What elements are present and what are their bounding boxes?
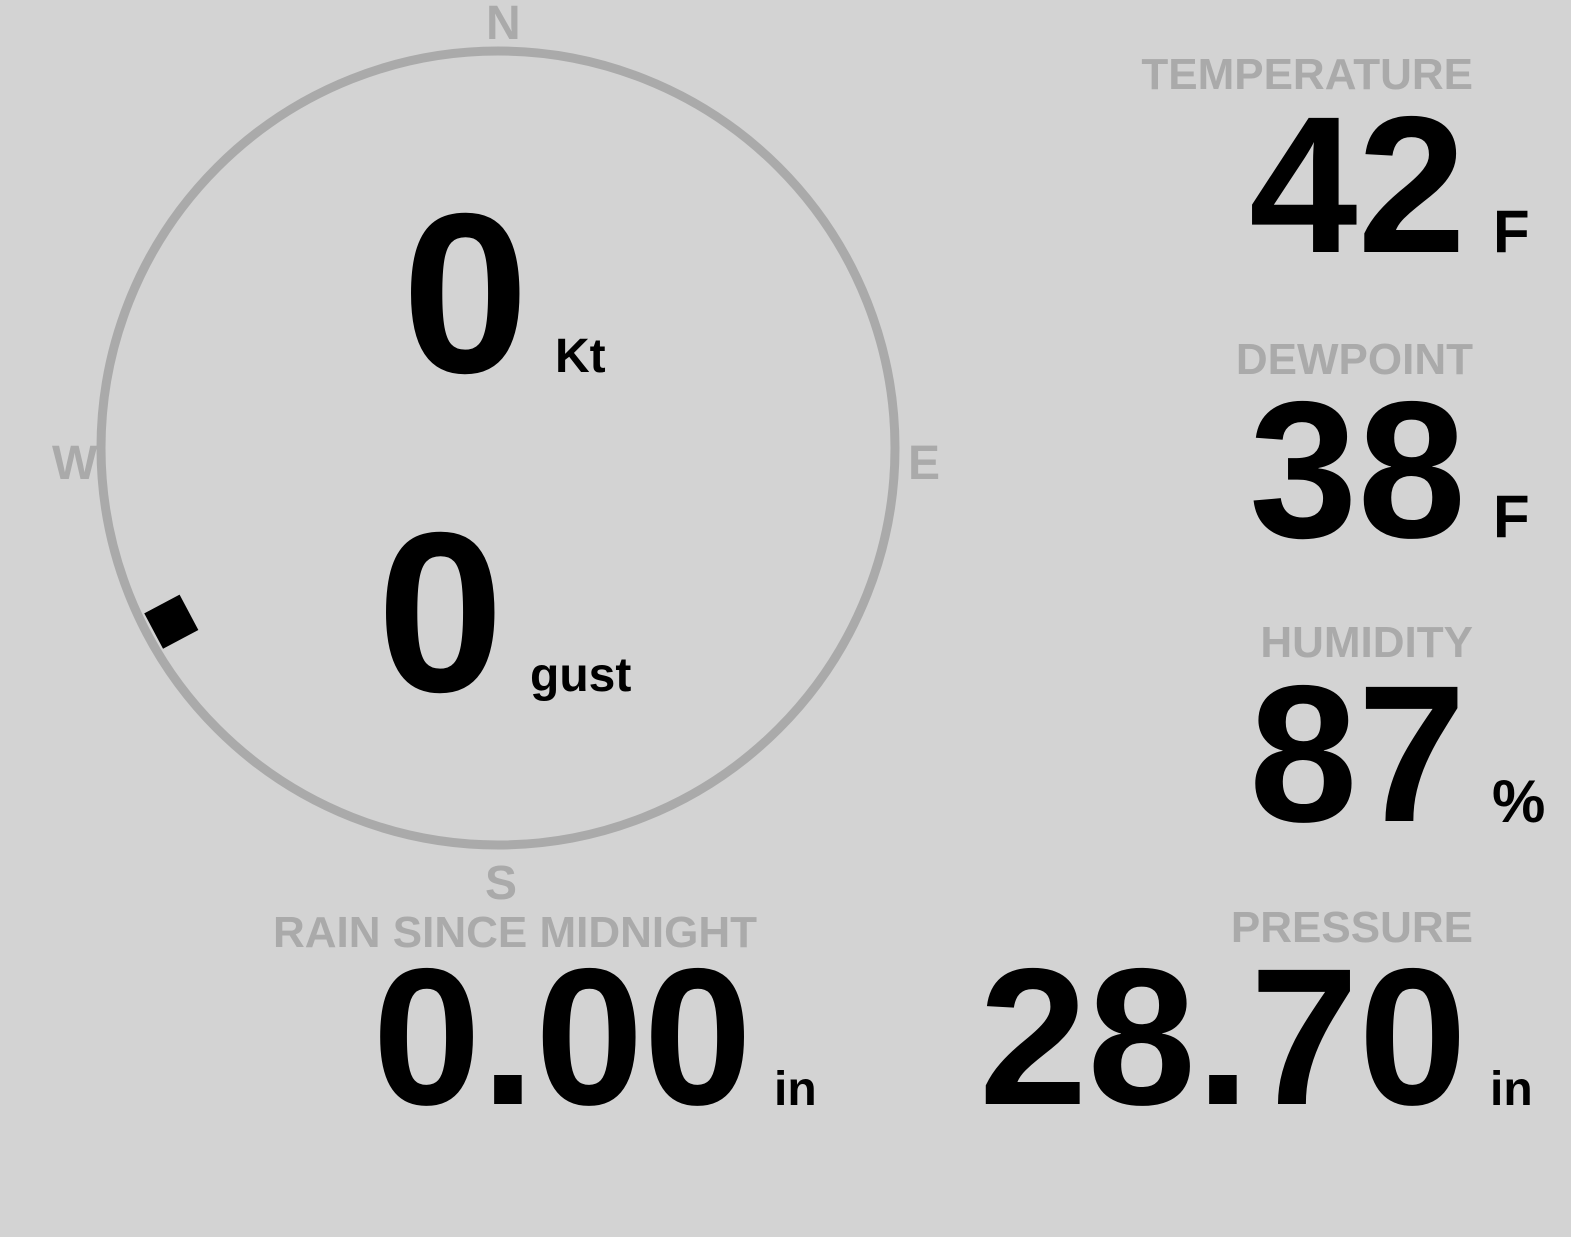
dewpoint-value: 38 <box>1249 361 1466 579</box>
humidity-unit: % <box>1492 768 1546 835</box>
temperature-value: 42 <box>1249 76 1466 294</box>
humidity-value: 87 <box>1249 645 1466 863</box>
compass-west-label: W <box>52 437 98 490</box>
gust-speed-value: 0 <box>377 486 504 740</box>
wind-speed-value: 0 <box>402 167 529 421</box>
dewpoint-label: DEWPOINT <box>1235 335 1473 384</box>
compass-east-label: E <box>908 437 941 490</box>
gust-unit: gust <box>530 649 632 702</box>
wind-speed-unit: Kt <box>555 330 606 383</box>
humidity-label: HUMIDITY <box>1260 618 1473 667</box>
temperature-label: TEMPERATURE <box>1141 50 1473 99</box>
pressure-unit: in <box>1490 1063 1533 1116</box>
rain-value: 0.00 <box>372 928 752 1146</box>
pressure-label: PRESSURE <box>1230 903 1473 952</box>
pressure-value: 28.70 <box>979 928 1467 1146</box>
compass-north-label: N <box>486 0 521 50</box>
temperature-unit: F <box>1493 198 1530 265</box>
wind-direction-marker <box>144 594 199 649</box>
rain-unit: in <box>774 1063 817 1116</box>
compass-south-label: S <box>485 857 518 910</box>
compass-ring <box>96 46 900 850</box>
dewpoint-unit: F <box>1493 483 1530 550</box>
rain-label: RAIN SINCE MIDNIGHT <box>273 908 757 957</box>
